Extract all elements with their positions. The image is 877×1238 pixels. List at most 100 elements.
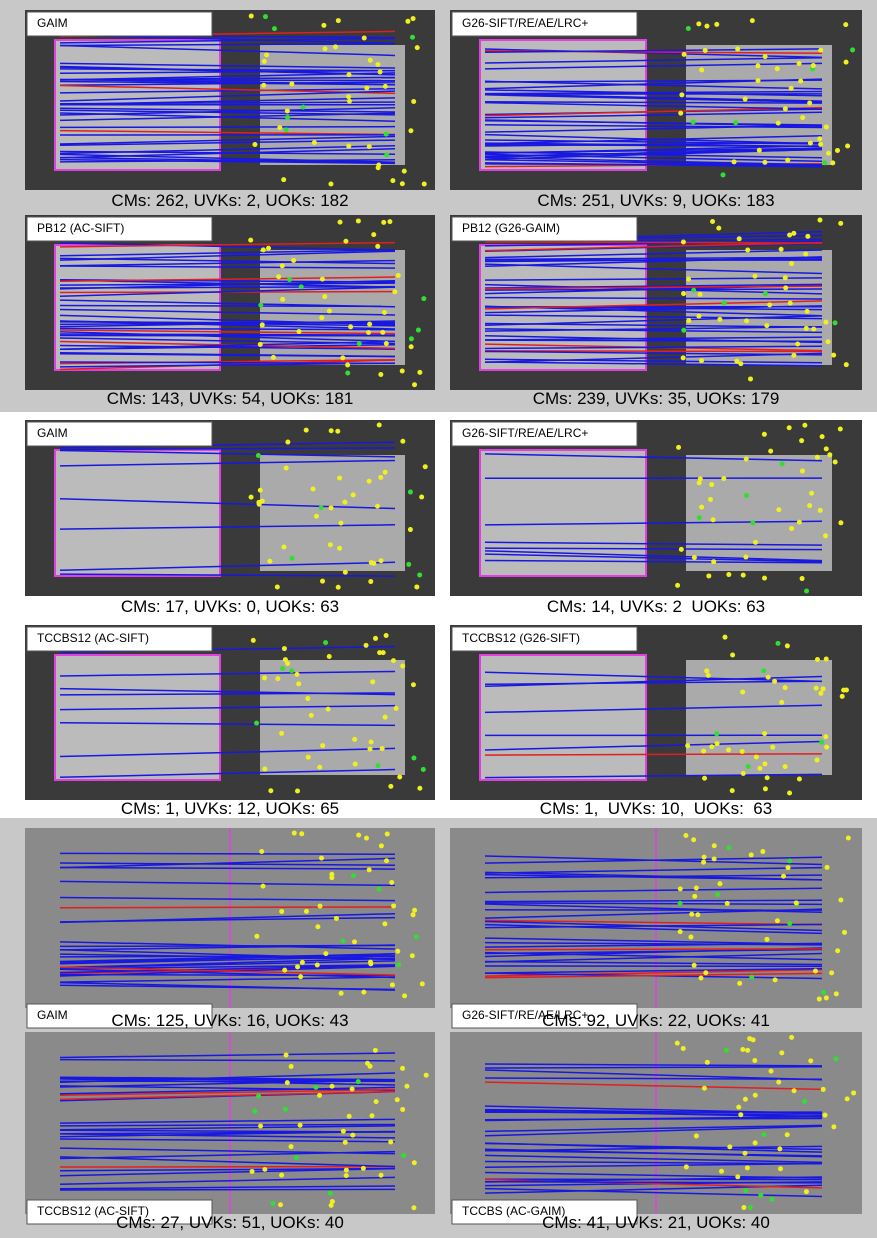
keypoint <box>818 48 823 53</box>
panel: PB12 (G26-GAIM)CMs: 239, UVKs: 35, UOKs:… <box>450 215 862 408</box>
keypoint <box>371 561 376 566</box>
keypoint <box>375 504 380 509</box>
keypoint <box>411 755 416 760</box>
keypoint <box>817 136 822 141</box>
keypoint <box>400 1107 405 1112</box>
image-left <box>55 450 220 576</box>
keypoint <box>802 423 807 428</box>
keypoint <box>368 579 373 584</box>
keypoint <box>826 339 831 344</box>
keypoint <box>800 115 805 120</box>
keypoint <box>369 1113 374 1118</box>
keypoint <box>762 761 767 766</box>
keypoint <box>787 791 792 796</box>
keypoint <box>400 1066 405 1071</box>
keypoint <box>294 1155 299 1160</box>
keypoint <box>797 777 802 782</box>
keypoint <box>258 303 263 308</box>
keypoint <box>409 344 414 349</box>
keypoint <box>795 342 800 347</box>
keypoint <box>787 858 792 863</box>
keypoint <box>380 330 385 335</box>
keypoint <box>705 1060 710 1065</box>
keypoint <box>277 125 282 130</box>
keypoint <box>320 743 325 748</box>
false-match <box>60 907 395 908</box>
keypoint <box>347 72 352 77</box>
keypoint <box>352 939 357 944</box>
keypoint <box>285 1080 290 1085</box>
keypoint <box>402 993 407 998</box>
keypoint <box>748 376 753 381</box>
keypoint <box>802 1099 807 1104</box>
keypoint <box>809 491 814 496</box>
keypoint <box>323 640 328 645</box>
keypoint <box>261 83 266 88</box>
keypoint <box>715 741 720 746</box>
keypoint <box>789 526 794 531</box>
keypoint <box>249 495 254 500</box>
keypoint <box>411 1205 416 1210</box>
keypoint <box>811 327 816 332</box>
keypoint <box>250 1169 255 1174</box>
keypoint <box>745 1048 750 1053</box>
keypoint <box>776 507 781 512</box>
keypoint <box>772 679 777 684</box>
keypoint <box>834 1056 839 1061</box>
keypoint <box>827 452 832 457</box>
keypoint <box>352 737 357 742</box>
keypoint <box>704 668 709 673</box>
keypoint <box>845 144 850 149</box>
keypoint <box>730 788 735 793</box>
keypoint <box>833 459 838 464</box>
keypoint <box>390 982 395 987</box>
keypoint <box>694 885 699 890</box>
keypoint <box>799 438 804 443</box>
keypoint <box>377 650 382 655</box>
keypoint <box>383 470 388 475</box>
keypoint <box>779 1050 784 1055</box>
keypoint <box>843 22 848 27</box>
keypoint <box>252 142 257 147</box>
keypoint <box>417 786 422 791</box>
keypoint <box>374 1099 379 1104</box>
keypoint <box>817 218 822 223</box>
keypoint <box>808 1058 813 1063</box>
keypoint <box>699 976 704 981</box>
keypoint <box>678 929 683 934</box>
keypoint <box>745 1165 750 1170</box>
keypoint <box>748 1205 753 1210</box>
keypoint <box>346 144 351 149</box>
image-right <box>686 455 832 571</box>
panel: GAIMCMs: 17, UVKs: 0, UOKs: 63 <box>25 420 435 616</box>
keypoint <box>404 1084 409 1089</box>
keypoint <box>366 330 371 335</box>
keypoint <box>280 666 285 671</box>
keypoint <box>757 148 762 153</box>
keypoint <box>775 918 780 923</box>
keypoint <box>704 24 709 29</box>
keypoint <box>251 638 256 643</box>
keypoint <box>387 219 392 224</box>
keypoint <box>409 336 414 341</box>
keypoint <box>328 181 333 186</box>
keypoint <box>717 881 722 886</box>
keypoint <box>768 449 773 454</box>
keypoint <box>304 909 309 914</box>
keypoint <box>755 63 760 68</box>
keypoint <box>691 837 696 842</box>
keypoint <box>412 1160 417 1165</box>
keypoint <box>821 686 826 691</box>
keypoint <box>367 322 372 327</box>
keypoint <box>379 843 384 848</box>
figure: GAIMCMs: 262, UVKs: 2, UOKs: 182G26-SIFT… <box>0 0 877 1238</box>
keypoint <box>384 341 389 346</box>
keypoint <box>750 18 755 23</box>
keypoint <box>405 19 410 24</box>
keypoint <box>706 573 711 578</box>
keypoint <box>330 1084 335 1089</box>
keypoint <box>417 370 422 375</box>
keypoint <box>726 572 731 577</box>
keypoint <box>775 641 780 646</box>
